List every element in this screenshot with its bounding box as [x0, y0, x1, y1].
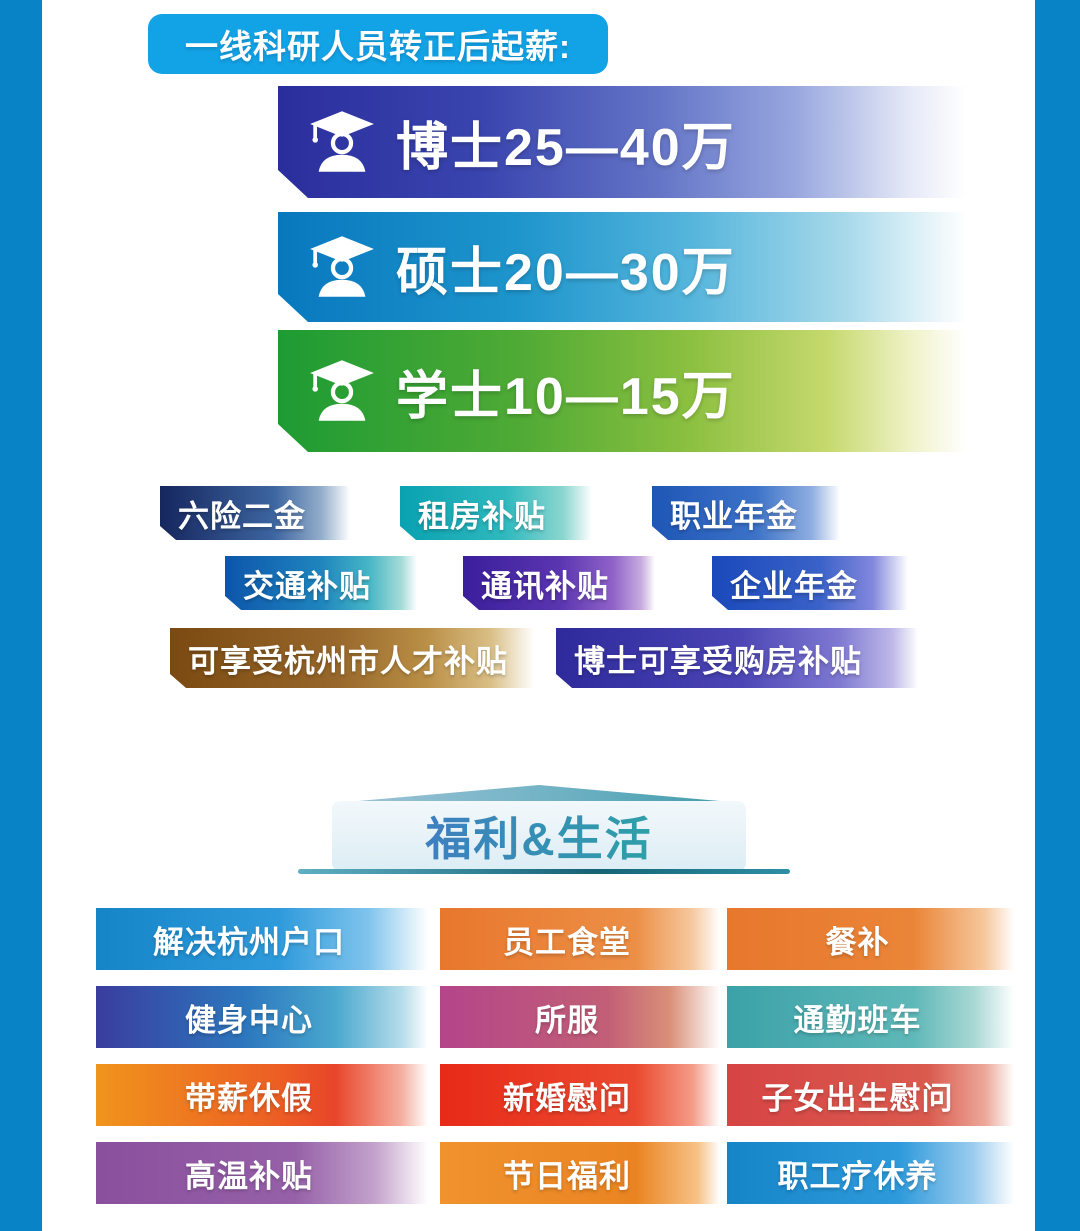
welfare-item-label: 通勤班车	[793, 1002, 922, 1038]
welfare-item-gym: 健身中心	[96, 986, 428, 1048]
salary-bar-bachelor: 学士10—15万	[278, 330, 966, 452]
welfare-item-label: 节日福利	[503, 1158, 631, 1194]
welfare-item-label: 新婚慰问	[503, 1080, 631, 1116]
welfare-item-hukou: 解决杭州户口	[96, 908, 428, 970]
benefit-tag-enterprise-pension: 企业年金	[712, 556, 908, 610]
welfare-item-paid-leave: 带薪休假	[96, 1064, 428, 1126]
benefit-tag-label: 租房补贴	[418, 498, 546, 534]
welfare-item-label: 高温补贴	[185, 1158, 313, 1194]
welfare-item-wedding-gift: 新婚慰问	[440, 1064, 720, 1126]
welfare-section-title: 福利&生活	[425, 803, 652, 869]
welfare-item-childbirth-gift: 子女出生慰问	[727, 1064, 1014, 1126]
graduate-icon	[308, 108, 376, 176]
benefit-tag-insurance: 六险二金	[160, 486, 350, 540]
benefit-tag-label: 通讯补贴	[481, 568, 609, 604]
benefit-tag-label: 博士可享受购房补贴	[574, 643, 862, 679]
welfare-item-label: 子女出生慰问	[761, 1080, 954, 1116]
welfare-item-shuttle-bus: 通勤班车	[727, 986, 1014, 1048]
graduate-icon	[308, 357, 376, 425]
welfare-item-meal-subsidy: 餐补	[727, 908, 1014, 970]
header-banner: 一线科研人员转正后起薪:	[148, 14, 608, 74]
benefit-tag-rent-subsidy: 租房补贴	[400, 486, 592, 540]
welfare-item-holiday-benefits: 节日福利	[440, 1142, 720, 1204]
welfare-item-label: 所服	[535, 1002, 599, 1038]
benefit-tag-label: 可享受杭州市人才补贴	[188, 643, 508, 679]
benefit-tag-phd-housing-subsidy: 博士可享受购房补贴	[556, 628, 918, 688]
welfare-item-uniform: 所服	[440, 986, 720, 1048]
right-border	[1035, 0, 1080, 1231]
welfare-item-label: 健身中心	[185, 1002, 313, 1038]
welfare-item-staff-recuperation: 职工疗休养	[727, 1142, 1014, 1204]
welfare-item-label: 餐补	[825, 924, 890, 960]
benefit-tag-occupational-pension: 职业年金	[652, 486, 840, 540]
salary-bar-phd-label: 博士25—40万	[396, 118, 736, 177]
graduate-icon	[308, 233, 376, 301]
salary-bar-bachelor-label: 学士10—15万	[396, 367, 736, 426]
salary-bar-master-label: 硕士20—30万	[396, 243, 736, 302]
benefit-tag-hangzhou-talent-subsidy: 可享受杭州市人才补贴	[170, 628, 534, 688]
benefit-tag-label: 职业年金	[670, 498, 798, 534]
left-border	[0, 0, 42, 1231]
welfare-section-header: 福利&生活	[332, 801, 746, 871]
header-title: 一线科研人员转正后起薪:	[185, 28, 571, 65]
benefit-tag-label: 企业年金	[730, 568, 858, 604]
benefit-tag-transport-subsidy: 交通补贴	[225, 556, 417, 610]
welfare-item-label: 带薪休假	[185, 1080, 313, 1116]
salary-bar-phd: 博士25—40万	[278, 86, 966, 198]
welfare-item-heat-subsidy: 高温补贴	[96, 1142, 428, 1204]
benefit-tag-label: 交通补贴	[243, 568, 371, 604]
welfare-item-label: 职工疗休养	[777, 1158, 938, 1194]
welfare-item-label: 解决杭州户口	[153, 924, 345, 960]
benefit-tag-telecom-subsidy: 通讯补贴	[463, 556, 655, 610]
benefit-tag-label: 六险二金	[178, 498, 306, 534]
welfare-underline-decoration	[298, 869, 790, 874]
welfare-item-label: 员工食堂	[503, 924, 631, 960]
welfare-item-canteen: 员工食堂	[440, 908, 720, 970]
salary-bar-master: 硕士20—30万	[278, 212, 966, 322]
